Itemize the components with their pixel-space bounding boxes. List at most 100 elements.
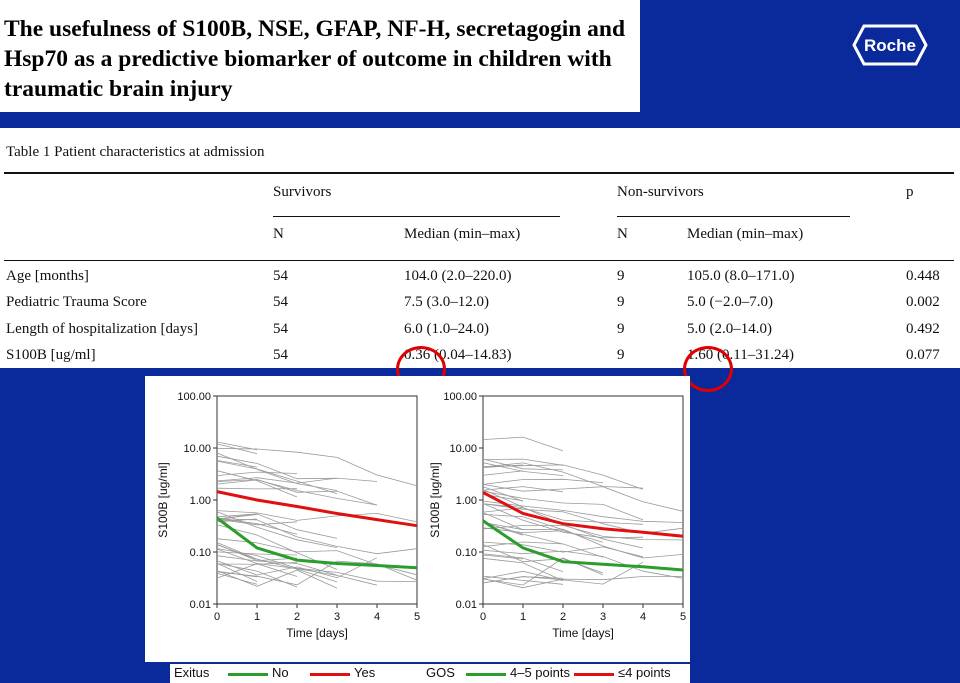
cell-ns-median: 105.0 (8.0–171.0): [687, 268, 795, 284]
subheader-n-survivors: N: [273, 226, 284, 242]
row-label: S100B [ug/ml]: [6, 347, 96, 363]
subject-line: [482, 436, 564, 452]
subject-line: [482, 575, 564, 585]
subject-line: [216, 563, 298, 588]
y-tick-label: 100.00: [443, 391, 477, 403]
cell-ns-n: 9: [617, 294, 625, 310]
x-tick-label: 1: [520, 611, 526, 623]
subject-line: [482, 527, 604, 543]
y-tick-label: 100.00: [177, 391, 211, 403]
subject-line: [216, 542, 338, 583]
cell-ns-median: 5.0 (2.0–14.0): [687, 321, 772, 337]
y-tick-label: 1.00: [190, 495, 211, 507]
x-axis-label: Time [days]: [286, 626, 348, 640]
subject-line: [216, 452, 338, 491]
slide-title: The usefulness of S100B, NSE, GFAP, NF-H…: [4, 16, 626, 102]
median-series-line: [482, 491, 684, 538]
legend-gos-good-label: 4–5 points: [510, 665, 570, 680]
subject-line: [482, 500, 684, 523]
group-survivors: Survivors: [273, 184, 332, 200]
x-tick-label: 3: [600, 611, 606, 623]
cell-s-median: 7.5 (3.0–12.0): [404, 294, 489, 310]
subject-line: [482, 554, 524, 560]
legend-exitus-label: Exitus: [174, 665, 210, 680]
subject-line: [216, 562, 298, 565]
subject-line: [482, 524, 684, 541]
median-series-line: [216, 516, 418, 570]
subject-line: [482, 512, 524, 531]
y-tick-label: 0.10: [456, 547, 477, 559]
cell-ns-n: 9: [617, 347, 625, 363]
subject-line: [482, 503, 644, 539]
cell-s-n: 54: [273, 294, 288, 310]
legend-yes-swatch: [310, 673, 350, 676]
y-tick-label: 10.00: [449, 443, 477, 455]
subject-line: [482, 544, 604, 574]
subheader-median-non-survivors: Median (min–max): [687, 226, 804, 242]
subject-line: [482, 521, 564, 545]
subject-line: [482, 478, 604, 485]
x-tick-label: 0: [214, 611, 220, 623]
subject-line: [482, 522, 684, 559]
subject-line: [482, 484, 684, 512]
subject-line: [216, 510, 418, 523]
cell-s-median: 6.0 (1.0–24.0): [404, 321, 489, 337]
cell-p: 0.448: [906, 268, 940, 284]
subject-line: [216, 570, 258, 578]
cell-s-n: 54: [273, 321, 288, 337]
x-tick-label: 2: [560, 611, 566, 623]
top-rule: [4, 172, 954, 174]
y-tick-label: 0.01: [190, 599, 211, 611]
subject-line: [216, 563, 298, 579]
y-tick-label: 0.01: [456, 599, 477, 611]
subject-line: [216, 447, 418, 487]
subject-line: [216, 543, 298, 562]
table-caption: Table 1 Patient characteristics at admis…: [6, 144, 265, 160]
subject-line: [216, 514, 258, 520]
cell-ns-n: 9: [617, 268, 625, 284]
y-tick-label: 1.00: [456, 495, 477, 507]
x-tick-label: 4: [640, 611, 646, 623]
survivors-rule: [273, 216, 560, 217]
subject-line: [216, 572, 258, 585]
cell-s-median: 104.0 (2.0–220.0): [404, 268, 512, 284]
cell-p: 0.002: [906, 294, 940, 310]
legend-yes-label: Yes: [354, 665, 376, 680]
subject-line: [216, 471, 298, 476]
cell-ns-median: 5.0 (−2.0–7.0): [687, 294, 773, 310]
subject-line: [482, 557, 564, 581]
subject-line: [216, 455, 338, 480]
subject-line: [482, 549, 684, 579]
x-tick-label: 5: [680, 611, 686, 623]
cell-s-n: 54: [273, 347, 288, 363]
median-series-line: [482, 519, 684, 572]
subject-line: [216, 477, 378, 484]
subject-line: [482, 458, 564, 471]
legend-gos-poor-swatch: [574, 673, 614, 676]
subject-line: [482, 507, 644, 525]
subject-line: [216, 518, 418, 555]
legend-gos-label: GOS: [426, 665, 455, 680]
roche-hexagon-logo-icon: Roche: [852, 24, 928, 66]
x-tick-label: 1: [254, 611, 260, 623]
subject-line: [482, 464, 644, 490]
legend-gos-good-swatch: [466, 673, 506, 676]
subject-line: [482, 575, 684, 589]
patient-table: Table 1 Patient characteristics at admis…: [0, 128, 960, 368]
x-tick-label: 5: [414, 611, 420, 623]
subject-line: [482, 541, 604, 558]
row-label: Length of hospitalization [days]: [6, 321, 199, 337]
highlight-circle-non-survivors: [683, 346, 733, 392]
subject-line: [216, 460, 258, 468]
header-rule: [4, 260, 954, 261]
subject-line: [216, 487, 298, 490]
non-survivors-rule: [617, 216, 850, 217]
cell-p: 0.492: [906, 321, 940, 337]
subject-line: [216, 513, 338, 539]
x-tick-label: 4: [374, 611, 380, 623]
subject-line: [482, 470, 524, 476]
charts-panel: 100.00 10.00 1.00 0.10 0.01 0 1 2 3 4 5 Time [days]…: [145, 376, 690, 662]
subject-line: [216, 517, 298, 535]
legend-gos-poor-label: ≤4 points: [618, 665, 671, 680]
